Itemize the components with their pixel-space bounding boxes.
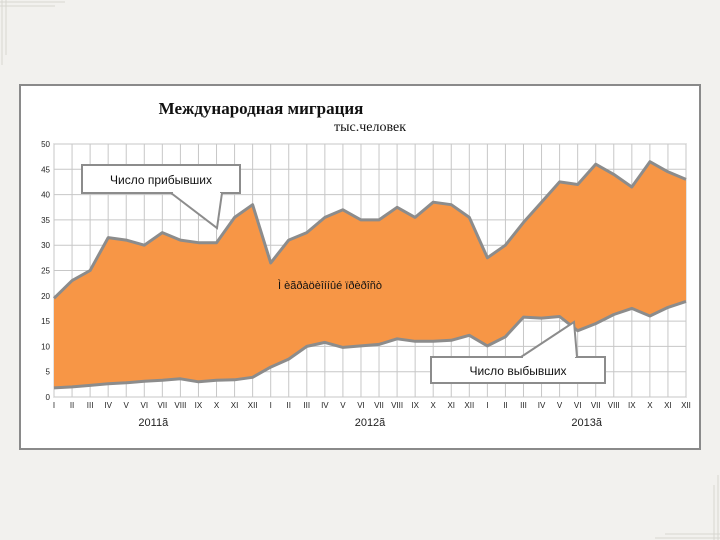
departures-line (53, 299, 687, 390)
departures-callout-label: Число выбывших (469, 364, 566, 378)
x-tick-label: VI (141, 401, 149, 410)
y-tick-label: 30 (41, 241, 50, 250)
year-label: 2011ã (138, 417, 169, 429)
arrivals-callout-box (81, 164, 241, 194)
x-tick-label: III (520, 401, 527, 410)
x-tick-label: VIII (174, 401, 186, 410)
departures-callout-pointer (520, 320, 578, 358)
migration-chart: Международная миграция тыс.человек Ì èãð… (21, 86, 699, 448)
x-tick-label: I (486, 401, 488, 410)
areas: Ì èãðàöèîííûé ïðèðîñò (52, 160, 687, 390)
x-tick-label: II (503, 401, 507, 410)
x-tick-label: VII (374, 401, 384, 410)
x-tick-label: X (431, 401, 437, 410)
x-tick-label: VI (357, 401, 365, 410)
y-tick-label: 10 (41, 342, 50, 351)
y-tick-label: 25 (41, 267, 50, 276)
x-tick-label: IX (411, 401, 419, 410)
y-tick-label: 50 (41, 140, 50, 149)
x-tick-label: XII (681, 401, 691, 410)
x-tick-label: VI (574, 401, 582, 410)
x-tick-label: II (287, 401, 291, 410)
y-tick-label: 5 (46, 368, 51, 377)
chart-title: Международная миграция (159, 99, 364, 118)
year-label: 2012ã (355, 417, 386, 429)
x-tick-label: II (70, 401, 74, 410)
x-tick-label: VII (591, 401, 601, 410)
arrivals-callout-pointer (170, 192, 223, 230)
x-tick-label: IV (321, 401, 329, 410)
x-tick-label: VII (157, 401, 167, 410)
x-tick-label: V (124, 401, 130, 410)
y-tick-label: 40 (41, 191, 50, 200)
slide-frame: Международная миграция тыс.человек Ì èãð… (19, 84, 701, 450)
x-tick-label: VIII (391, 401, 403, 410)
x-tick-label: IV (538, 401, 546, 410)
callouts: Число прибывших Число выбывших (81, 164, 606, 384)
x-tick-label: V (340, 401, 346, 410)
x-tick-label: XI (231, 401, 239, 410)
x-tick-label: XI (664, 401, 672, 410)
x-tick-label: I (270, 401, 272, 410)
x-tick-label: IX (628, 401, 636, 410)
y-tick-label: 35 (41, 216, 50, 225)
x-tick-label: I (53, 401, 55, 410)
x-tick-label: X (214, 401, 220, 410)
year-label: 2013ã (571, 417, 602, 429)
area-label: Ì èãðàöèîííûé ïðèðîñò (278, 279, 382, 292)
y-tick-label: 20 (41, 292, 50, 301)
x-tick-label: X (647, 401, 653, 410)
departures-callout-box (430, 356, 606, 384)
chart-subtitle: тыс.человек (334, 120, 406, 135)
x-tick-label: VIII (608, 401, 620, 410)
y-tick-label: 45 (41, 165, 50, 174)
x-tick-label: IX (195, 401, 203, 410)
x-tick-label: III (87, 401, 94, 410)
x-tick-label: XII (248, 401, 258, 410)
y-tick-label: 0 (46, 393, 51, 402)
x-tick-label: V (557, 401, 563, 410)
x-tick-label: III (303, 401, 310, 410)
x-tick-label: XI (447, 401, 455, 410)
x-tick-label: IV (104, 401, 112, 410)
arrivals-line (52, 160, 687, 300)
arrivals-callout-label: Число прибывших (110, 173, 212, 187)
y-tick-label: 15 (41, 317, 50, 326)
x-tick-label: XII (464, 401, 474, 410)
